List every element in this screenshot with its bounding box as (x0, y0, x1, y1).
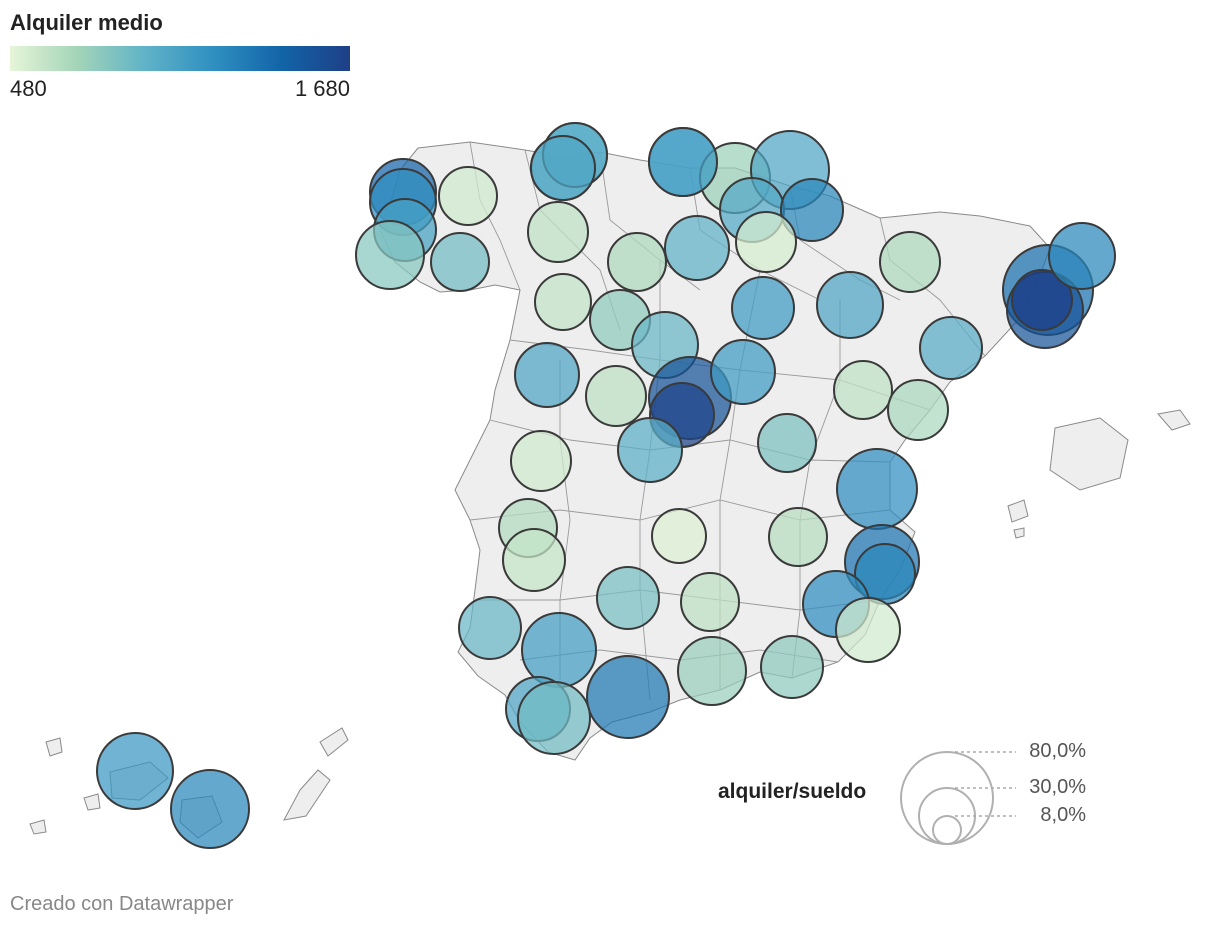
province-bubble[interactable] (355, 220, 425, 290)
size-legend-title: alquiler/sueldo (718, 780, 867, 803)
province-bubble[interactable] (651, 508, 707, 564)
province-bubble[interactable] (430, 232, 490, 292)
canary-west-land (45, 737, 63, 757)
canary-fuerteventura-land (283, 769, 331, 821)
size-legend (900, 751, 1016, 845)
bubble-layer (96, 122, 1116, 849)
province-bubble[interactable] (170, 769, 250, 849)
size-legend-label-medium: 30,0% (1029, 776, 1086, 798)
footer-credit: Creado con Datawrapper (10, 893, 234, 915)
size-legend-circle-large (900, 751, 994, 845)
size-legend-label-small: 8,0% (1040, 804, 1086, 826)
size-legend-circle-small (932, 815, 962, 845)
province-bubble[interactable] (836, 448, 918, 530)
color-legend-title: Alquiler medio (10, 10, 163, 35)
province-bubble[interactable] (879, 231, 941, 293)
province-bubble[interactable] (96, 732, 174, 810)
province-bubble[interactable] (735, 211, 797, 273)
formentera-land (1013, 527, 1025, 539)
province-bubble[interactable] (530, 135, 596, 201)
province-bubble[interactable] (835, 597, 901, 663)
province-bubble[interactable] (521, 612, 597, 688)
province-bubble[interactable] (816, 271, 884, 339)
province-bubble[interactable] (510, 430, 572, 492)
province-bubble[interactable] (607, 232, 667, 292)
ibiza-land (1007, 499, 1029, 523)
province-bubble[interactable] (664, 215, 730, 281)
province-bubble[interactable] (1048, 222, 1116, 290)
province-bubble[interactable] (502, 528, 566, 592)
province-bubble[interactable] (458, 596, 522, 660)
province-bubble[interactable] (617, 417, 683, 483)
province-bubble[interactable] (438, 166, 498, 226)
province-bubble[interactable] (757, 413, 817, 473)
canary-lanzarote-land (319, 727, 349, 757)
province-bubble[interactable] (517, 681, 591, 755)
color-legend-max: 1 680 (294, 76, 350, 101)
canary-gomera-land (29, 819, 47, 835)
province-bubble[interactable] (780, 178, 844, 242)
province-bubble[interactable] (586, 655, 670, 739)
province-bubble[interactable] (596, 566, 660, 630)
province-bubble[interactable] (919, 316, 983, 380)
mallorca-land (1049, 417, 1129, 491)
province-bubble[interactable] (768, 507, 828, 567)
province-bubble[interactable] (710, 339, 776, 405)
menorca-land (1157, 409, 1191, 431)
province-bubble[interactable] (534, 273, 592, 331)
province-bubble[interactable] (731, 276, 795, 340)
province-bubble[interactable] (887, 379, 949, 441)
color-legend-min: 480 (10, 76, 47, 101)
province-bubble[interactable] (527, 201, 589, 263)
province-bubble[interactable] (677, 636, 747, 706)
province-bubble[interactable] (514, 342, 580, 408)
province-bubble[interactable] (585, 365, 647, 427)
province-bubble[interactable] (1011, 269, 1073, 331)
canary-palma-land (83, 793, 101, 811)
color-ramp (10, 46, 350, 71)
size-legend-label-large: 80,0% (1029, 740, 1086, 762)
province-bubble[interactable] (648, 127, 718, 197)
province-bubble[interactable] (760, 635, 824, 699)
province-bubble[interactable] (833, 360, 893, 420)
province-bubble[interactable] (680, 572, 740, 632)
